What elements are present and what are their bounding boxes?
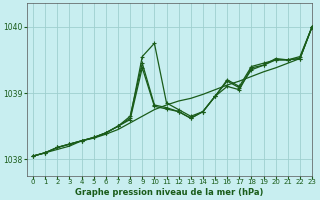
X-axis label: Graphe pression niveau de la mer (hPa): Graphe pression niveau de la mer (hPa): [76, 188, 264, 197]
